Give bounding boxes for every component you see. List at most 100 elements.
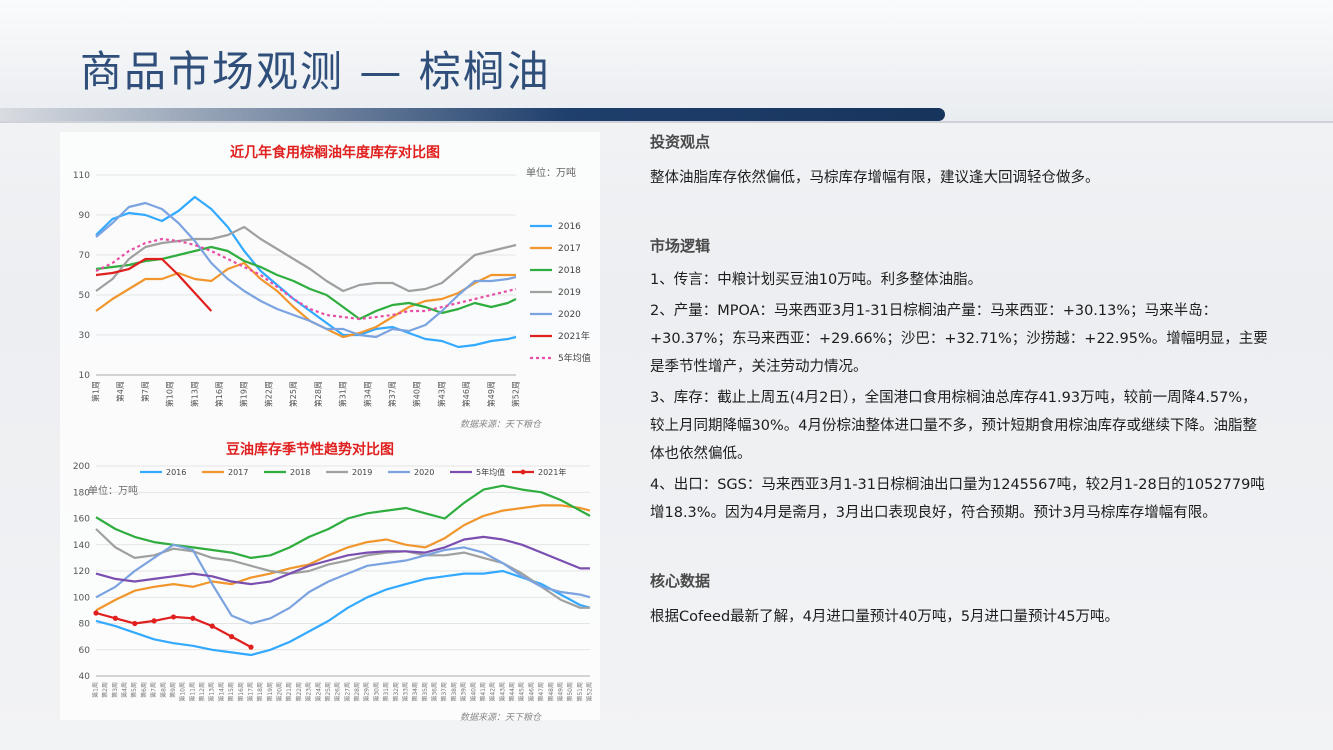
- y-tick-label: 50: [79, 291, 91, 301]
- legend-label: 2021年: [538, 467, 566, 477]
- legend-label: 2016: [166, 468, 186, 477]
- legend-label: 2018: [290, 468, 310, 477]
- data-point: [229, 634, 235, 640]
- x-tick-label: 第27周: [343, 682, 351, 702]
- legend-label: 2019: [558, 288, 581, 298]
- y-tick-label: 70: [79, 251, 91, 261]
- chart-title: 豆油库存季节性趋势对比图: [226, 441, 394, 458]
- x-tick-label: 第11周: [188, 682, 196, 702]
- x-tick-label: 第22周: [263, 381, 273, 407]
- x-tick-label: 第4周: [115, 381, 125, 402]
- x-tick-label: 第48周: [547, 682, 555, 702]
- x-tick-label: 第7周: [150, 682, 158, 698]
- x-tick-label: 第7周: [140, 381, 150, 402]
- chart-title: 近几年食用棕榈油年度库存对比图: [230, 144, 440, 161]
- x-tick-label: 第15周: [227, 682, 235, 702]
- series-line: [95, 535, 590, 586]
- series-line: [95, 569, 591, 657]
- data-point: [151, 618, 157, 624]
- x-tick-label: 第16周: [214, 381, 224, 407]
- data-point: [170, 614, 177, 620]
- x-tick-label: 第20周: [276, 682, 284, 702]
- series-line: [95, 245, 517, 321]
- x-tick-label: 第41周: [479, 682, 487, 702]
- analysis-panel: 投资观点 整体油脂库存依然偏低，马棕库存增幅有限，建议逢大回调轻仓做多。 市场逻…: [650, 128, 1270, 631]
- page-title: 商品市场观测 — 棕榈油: [80, 47, 551, 96]
- y-tick-label: 40: [79, 672, 91, 682]
- series-line: [95, 237, 517, 321]
- x-tick-label: 第28周: [313, 381, 323, 407]
- x-tick-label: 第3周: [111, 682, 119, 698]
- x-tick-label: 第25周: [288, 381, 298, 407]
- data-point: [190, 615, 196, 621]
- market-logic-item-3: 3、库存：截止上周五(4月2日），全国港口食用棕榈油总库存41.93万吨，较前一…: [650, 390, 1257, 462]
- header-divider: [0, 121, 1333, 123]
- chart-panel: 近几年食用棕榈油年度库存对比图 单位：万吨 10 30 50 70 90 110 第1周 第4周第…: [60, 132, 600, 723]
- y-tick-label: 60: [79, 646, 91, 656]
- x-tick-label: 第14周: [217, 682, 225, 702]
- y-tick-label: 160: [73, 515, 90, 525]
- series-line: [95, 257, 213, 312]
- x-tick-label: 第47周: [537, 682, 545, 702]
- data-source: 数据来源：天下粮仓: [460, 712, 542, 723]
- x-tick-label: 第31周: [382, 682, 390, 702]
- legend-label: 2017: [558, 244, 581, 254]
- data-point: [112, 615, 118, 621]
- y-tick-label: 140: [73, 541, 90, 551]
- x-tick-label: 第35周: [421, 682, 429, 702]
- series-line: [95, 201, 517, 339]
- x-tick-label: 第17周: [246, 682, 254, 702]
- legend-label: 5年均值: [558, 352, 591, 364]
- x-tick-label: 第6周: [140, 682, 148, 698]
- x-tick-label: 第26周: [334, 682, 342, 702]
- x-tick-label: 第1周: [92, 682, 100, 698]
- data-source: 数据来源：天下粮仓: [460, 419, 542, 430]
- data-point: [209, 623, 215, 629]
- y-tick-label: 80: [79, 620, 91, 630]
- x-tick-label: 第9周: [169, 682, 177, 698]
- unit-label: 单位：万吨: [526, 166, 576, 179]
- data-point: [132, 620, 138, 627]
- x-tick-label: 第34周: [362, 381, 372, 407]
- x-tick-label: 第50周: [566, 682, 574, 702]
- x-tick-label: 第22周: [295, 682, 303, 702]
- x-tick-label: 第25周: [324, 682, 332, 702]
- legend-label: 2020: [558, 310, 581, 320]
- x-tick-label: 第28周: [353, 682, 361, 702]
- investment-view-text: 整体油脂库存依然偏低，马棕库存增幅有限，建议逢大回调轻仓做多。: [650, 170, 1100, 186]
- x-tick-label: 第33周: [401, 682, 409, 702]
- x-tick-label: 第45周: [518, 682, 526, 702]
- x-tick-label: 第31周: [338, 381, 348, 407]
- x-tick-label: 第46周: [461, 381, 471, 407]
- x-tick-label: 第19周: [239, 381, 249, 407]
- core-data-text: 根据Cofeed最新了解，4月进口量预计40万吨，5月进口量预计45万吨。: [650, 609, 1119, 625]
- x-tick-label: 第37周: [440, 682, 448, 702]
- x-tick-label: 第52周: [586, 682, 594, 702]
- x-tick-label: 第40周: [412, 381, 422, 407]
- market-logic-item-1: 1、传言：中粮计划买豆油10万吨。利多整体油脂。: [650, 272, 983, 288]
- legend-label: 2016: [558, 222, 581, 232]
- x-tick-label: 第18周: [256, 682, 264, 702]
- data-point: [93, 610, 99, 616]
- market-logic-item-4: 4、出口：SGS：马来西亚3月1-31日棕榈油出口量为1245567吨，较2月1…: [650, 477, 1265, 521]
- legend-label: 2020: [414, 468, 434, 477]
- market-logic-item-2: 2、产量：MPOA：马来西亚3月1-31日棕榈油产量：马来西亚：+30.13%；…: [650, 303, 1268, 375]
- x-tick-label: 第39周: [460, 682, 468, 702]
- x-tick-label: 第40周: [469, 682, 477, 702]
- x-tick-label: 第30周: [372, 682, 380, 702]
- legend-marker: [520, 469, 526, 475]
- series-line: [95, 528, 590, 609]
- x-tick-label: 第34周: [411, 682, 419, 702]
- x-tick-label: 第32周: [392, 682, 400, 702]
- y-tick-label: 30: [79, 331, 91, 341]
- x-tick-label: 第49周: [556, 682, 564, 702]
- x-tick-label: 第43周: [498, 682, 506, 702]
- x-tick-label: 第29周: [363, 682, 371, 702]
- y-tick-label: 110: [73, 171, 90, 181]
- y-tick-label: 180: [73, 488, 90, 498]
- x-tick-label: 第44周: [508, 682, 516, 702]
- x-tick-label: 第21周: [285, 682, 293, 702]
- y-tick-label: 200: [73, 462, 90, 472]
